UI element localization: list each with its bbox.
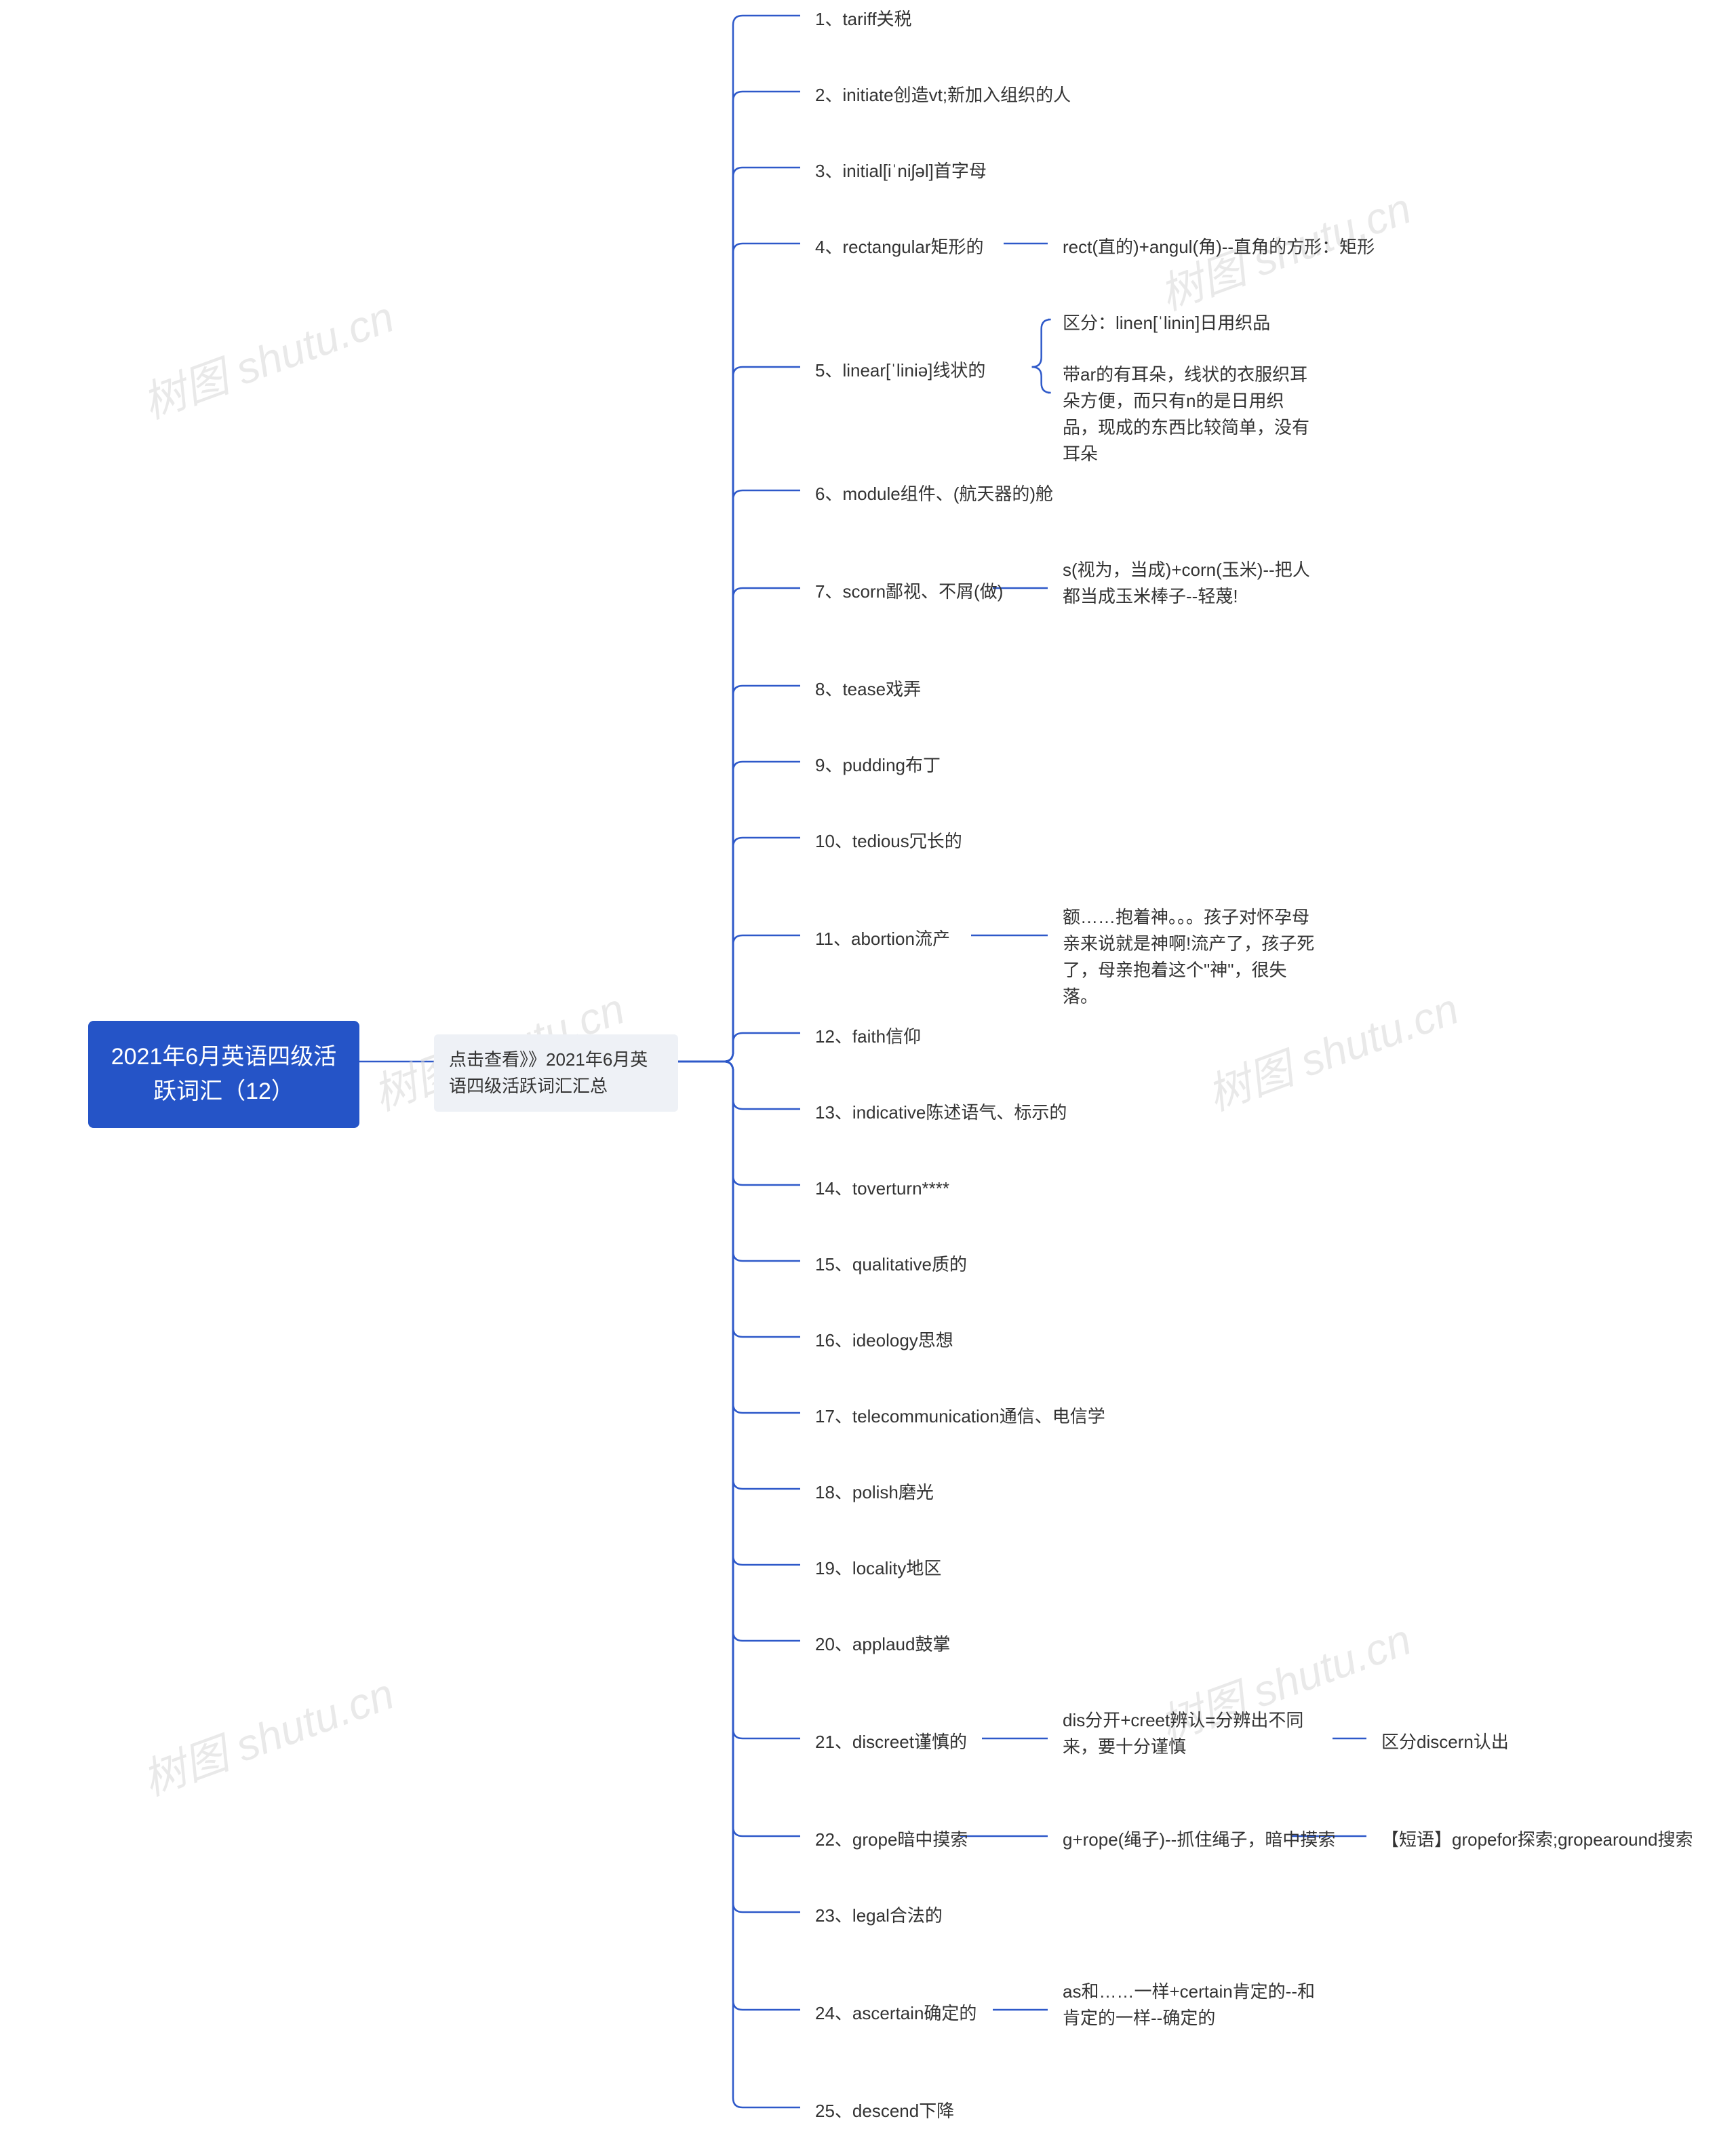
item-24: 24、ascertain确定的 bbox=[800, 1991, 991, 2036]
item-8: 8、tease戏弄 bbox=[800, 667, 936, 712]
item-4: 4、rectangular矩形的 bbox=[800, 225, 999, 270]
item-13: 13、indicative陈述语气、标示的 bbox=[800, 1090, 1082, 1135]
item-1: 1、tariff关税 bbox=[800, 0, 927, 42]
item-24-child-1: as和……一样+certain肯定的--和肯定的一样--确定的 bbox=[1048, 1969, 1333, 2041]
item-21-child-1: dis分开+creet辨认=分辨出不同来，要十分谨慎 bbox=[1048, 1698, 1333, 1770]
item-21: 21、discreet谨慎的 bbox=[800, 1719, 982, 1765]
item-9: 9、pudding布丁 bbox=[800, 743, 955, 788]
item-5-child-1: 区分：linen[ˈlinin]日用织品 bbox=[1048, 300, 1285, 346]
item-17: 17、telecommunication通信、电信学 bbox=[800, 1394, 1120, 1439]
root-node: 2021年6月英语四级活跃词汇（12） bbox=[88, 1021, 359, 1128]
item-25: 25、descend下降 bbox=[800, 2088, 969, 2134]
item-7-child-1: s(视为，当成)+corn(玉米)--把人都当成玉米棒子--轻蔑! bbox=[1048, 547, 1333, 619]
item-5-child-2: 带ar的有耳朵，线状的衣服织耳朵方便，而只有n的是日用织品，现成的东西比较简单，… bbox=[1048, 352, 1333, 477]
item-6: 6、module组件、(航天器的)舱 bbox=[800, 471, 1068, 517]
item-10: 10、tedious冗长的 bbox=[800, 819, 977, 864]
sub-node: 点击查看》》2021年6月英语四级活跃词汇汇总 bbox=[434, 1034, 678, 1112]
item-18: 18、polish磨光 bbox=[800, 1470, 949, 1515]
item-22-child-1: g+rope(绳子)--抓住绳子，暗中摸索 bbox=[1048, 1817, 1350, 1863]
item-2: 2、initiate创造vt;新加入组织的人 bbox=[800, 73, 1086, 118]
watermark: 树图 shutu.cn bbox=[133, 282, 401, 431]
item-12: 12、faith信仰 bbox=[800, 1014, 936, 1059]
item-5: 5、linear[ˈliniə]线状的 bbox=[800, 348, 1000, 393]
item-22-child-1-g-1: 【短语】gropefor探索;gropearound搜索 bbox=[1366, 1817, 1708, 1863]
item-3: 3、initial[iˈniʃəl]首字母 bbox=[800, 149, 1002, 194]
item-16: 16、ideology思想 bbox=[800, 1318, 968, 1363]
item-21-child-1-g-1: 区分discern认出 bbox=[1366, 1719, 1524, 1765]
item-14: 14、toverturn**** bbox=[800, 1166, 964, 1211]
item-11: 11、abortion流产 bbox=[800, 916, 965, 962]
watermark: 树图 shutu.cn bbox=[133, 1659, 401, 1808]
item-19: 19、locality地区 bbox=[800, 1546, 956, 1591]
item-22: 22、grope暗中摸索 bbox=[800, 1817, 983, 1863]
item-11-child-1: 额……抱着神。。。孩子对怀孕母亲来说就是神啊!流产了，孩子死了，母亲抱着这个"神… bbox=[1048, 895, 1333, 1019]
item-7: 7、scorn鄙视、不屑(做) bbox=[800, 569, 1018, 615]
item-20: 20、applaud鼓掌 bbox=[800, 1622, 965, 1667]
item-15: 15、qualitative质的 bbox=[800, 1242, 982, 1287]
item-23: 23、legal合法的 bbox=[800, 1893, 958, 1939]
item-4-child-1: rect(直的)+angul(角)--直角的方形：矩形 bbox=[1048, 225, 1389, 270]
mindmap-canvas: 树图 shutu.cn树图 shutu.cn树图 shutu.cn树图 shut… bbox=[0, 0, 1736, 2140]
